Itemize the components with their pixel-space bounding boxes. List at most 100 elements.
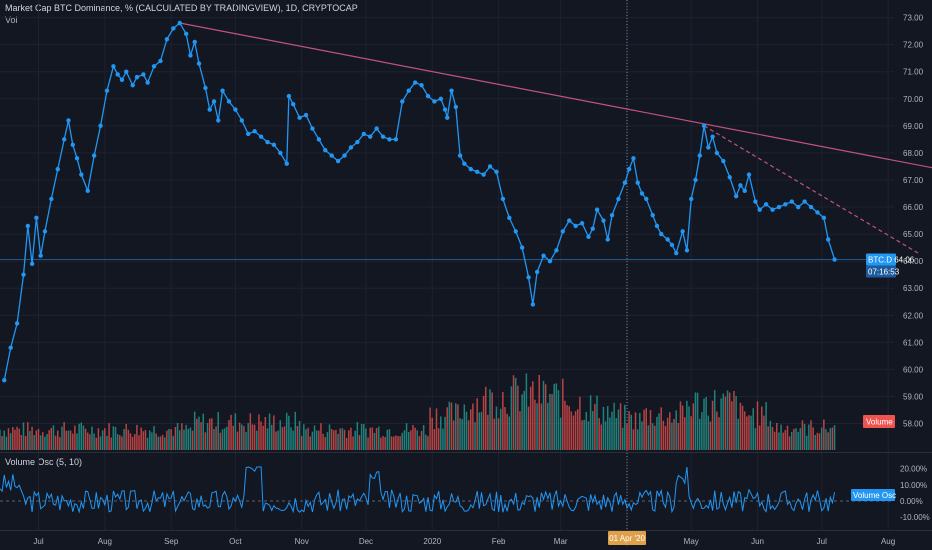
volume-bar <box>121 436 123 450</box>
volume-bar <box>243 426 245 450</box>
volume-bar <box>9 433 12 450</box>
price-point <box>158 58 163 64</box>
volume-bar <box>185 424 187 450</box>
volume-bar <box>831 427 834 450</box>
price-point <box>79 172 84 177</box>
volume-bar <box>285 412 288 450</box>
price-point <box>111 64 116 69</box>
volume-bar <box>360 424 363 450</box>
volume-bar <box>320 423 322 450</box>
crosshair-date-tag <box>608 531 647 545</box>
price-point <box>609 212 615 218</box>
volume-bar <box>598 418 600 450</box>
volume-bar <box>407 432 410 450</box>
volume-bar <box>31 426 33 450</box>
volume-bar <box>16 426 18 450</box>
volume-bar <box>335 429 337 450</box>
volume-bar <box>78 423 80 450</box>
price-point <box>757 207 762 212</box>
volume-bar <box>373 432 376 450</box>
volume-bar <box>112 426 115 450</box>
price-point <box>519 245 525 250</box>
volume-bar <box>529 386 532 450</box>
volume-bar <box>540 403 543 450</box>
volume-bar <box>234 413 237 450</box>
price-point <box>714 150 720 156</box>
volume-bar <box>412 425 414 450</box>
volume-bar <box>273 415 275 450</box>
osc-tick-label: -10.00% <box>900 513 930 522</box>
volume-bar <box>457 404 459 450</box>
volume-bar <box>825 429 827 450</box>
volume-bar <box>52 425 55 450</box>
volume-bar <box>538 374 540 450</box>
volume-bar <box>270 424 273 450</box>
volume-bar <box>27 422 29 450</box>
volume-bar <box>484 386 487 450</box>
volume-bar <box>14 429 16 450</box>
price-point <box>706 145 711 150</box>
volume-bar <box>161 434 164 450</box>
price-point <box>278 150 283 156</box>
volume-bar <box>181 423 183 450</box>
volume-bar <box>39 435 42 450</box>
volume-bar <box>671 422 673 450</box>
price-point <box>832 257 837 262</box>
volume-bar <box>50 427 53 450</box>
volume-bar <box>791 431 793 450</box>
volume-bar <box>514 377 517 450</box>
volume-bar <box>245 432 247 450</box>
price-point <box>697 153 702 158</box>
price-point <box>42 229 48 234</box>
volume-bar <box>448 401 451 450</box>
volume-bar <box>170 429 172 450</box>
volume-bar <box>296 425 299 450</box>
price-point <box>742 188 747 193</box>
volume-bar <box>801 420 804 450</box>
volume-bar <box>388 429 391 450</box>
price-point <box>303 112 309 118</box>
x-tick-label: Sep <box>164 537 179 546</box>
volume-bar <box>452 420 455 450</box>
price-point <box>211 99 217 104</box>
volume-bar <box>138 435 140 450</box>
volume-bar <box>397 436 399 450</box>
volume-bar <box>142 431 145 450</box>
price-point <box>796 204 801 210</box>
volume-bar <box>63 422 65 450</box>
volume-bar <box>489 389 491 450</box>
volume-bar <box>330 428 333 450</box>
volume-bar <box>679 401 682 450</box>
price-point <box>368 134 373 139</box>
volume-bar <box>677 422 680 450</box>
volume-bar <box>277 430 279 450</box>
price-point <box>406 88 411 93</box>
price-point <box>348 145 354 150</box>
volume-bar <box>786 425 789 450</box>
volume-bar <box>294 411 297 450</box>
volume-bar <box>350 427 352 450</box>
volume-bar <box>823 419 825 450</box>
volume-bar <box>61 426 63 450</box>
volume-bar <box>337 433 339 450</box>
volume-bar <box>187 428 190 450</box>
volume-bar <box>666 417 669 450</box>
price-point <box>310 126 315 131</box>
volume-bar <box>410 430 412 450</box>
price-point <box>34 215 39 221</box>
volume-bar <box>326 432 329 450</box>
price-point <box>104 88 110 93</box>
volume-bar <box>89 434 91 450</box>
volume-bar <box>675 410 677 450</box>
volume-bar <box>746 416 748 450</box>
volume-bar <box>797 431 799 450</box>
volume-bar <box>356 422 359 450</box>
volume-bar <box>215 426 217 450</box>
volume-bar <box>645 408 647 450</box>
volume-bar <box>127 429 130 450</box>
volume-bar <box>155 433 157 450</box>
volume-bar <box>264 417 267 450</box>
price-point <box>290 101 296 107</box>
price-point <box>145 80 150 85</box>
